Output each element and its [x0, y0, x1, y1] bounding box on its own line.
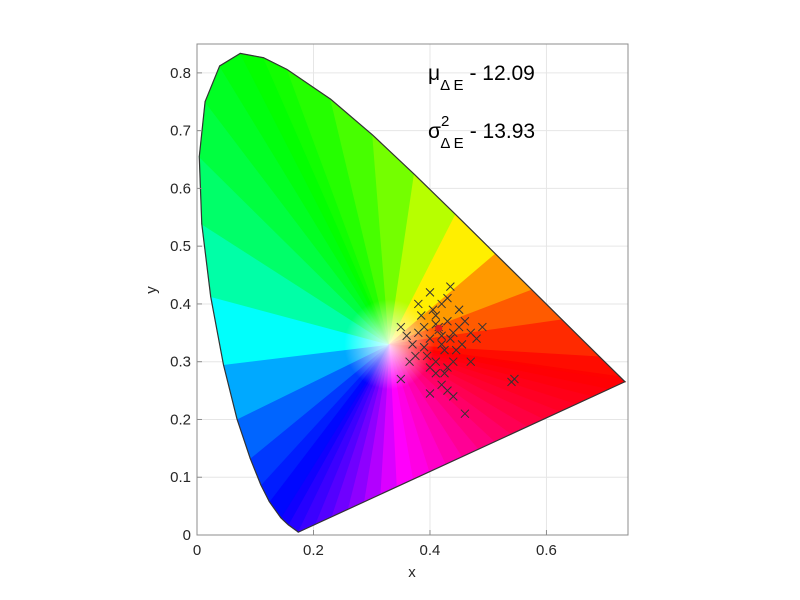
- data-point: [431, 311, 441, 320]
- annotation-subscript: Δ E: [440, 135, 463, 152]
- data-point: [446, 334, 455, 343]
- axes-box: [196, 43, 629, 536]
- data-point: [460, 316, 470, 326]
- data-point: [408, 340, 417, 349]
- y-tick-label: 0.2: [170, 411, 191, 428]
- marks: [396, 282, 519, 419]
- data-point: [466, 357, 476, 367]
- data-point: [440, 368, 449, 378]
- gamut: [198, 52, 627, 533]
- ticks: 0 0.2 0.4 0.6 0 0.1 0.2 0.3 0.4 0.5 0.6 0.7 0.8: [170, 65, 557, 559]
- y-tick-label: 0.7: [170, 123, 191, 140]
- y-axis-label: y: [143, 286, 160, 294]
- data-point: [472, 334, 481, 343]
- data-point: [416, 311, 426, 320]
- data-point: [425, 334, 435, 343]
- y-tick-label: 0.1: [170, 469, 191, 486]
- data-point: [425, 288, 435, 297]
- data-point: [448, 357, 458, 367]
- data-point: [437, 331, 446, 341]
- y-tick-label: 0: [183, 527, 191, 544]
- data-point: [396, 374, 406, 384]
- x-axis-label: x: [408, 564, 416, 581]
- data-point: [457, 340, 467, 349]
- data-point: [396, 322, 406, 332]
- data-point: [425, 389, 435, 398]
- data-point: [405, 357, 414, 367]
- x-tick-label: 0.4: [420, 542, 441, 559]
- x-tick-label: 0.6: [536, 542, 557, 559]
- x-tick-label: 0.2: [303, 542, 324, 559]
- data-point: [443, 293, 452, 303]
- y-tick-label: 0.5: [170, 238, 191, 255]
- spectral-locus: [198, 52, 626, 533]
- data-point: [478, 322, 487, 332]
- data-point: [431, 368, 441, 378]
- annotation-text: - 12.09: [469, 62, 534, 85]
- data-point: [419, 342, 429, 352]
- y-tick-label: 0.3: [170, 354, 191, 371]
- data-point: [443, 386, 452, 395]
- annotation-symbol: μ: [428, 62, 440, 85]
- annotation: σ2 Δ E - 13.93: [428, 113, 535, 152]
- white-point-glow: [344, 299, 435, 390]
- data-point: [440, 345, 449, 355]
- annotation-symbol: σ: [428, 120, 441, 143]
- annotation-text: - 13.93: [470, 120, 535, 143]
- data-point: [443, 316, 452, 326]
- data-point: [422, 351, 432, 361]
- data-point: [446, 282, 455, 291]
- data-point: [437, 340, 446, 349]
- y-tick-label: 0.4: [170, 296, 191, 313]
- mean-point: [435, 324, 443, 332]
- annotation-superscript: 2: [441, 113, 449, 130]
- annotation: μΔ E - 12.09: [428, 62, 535, 94]
- data-point: [510, 374, 519, 384]
- x-tick-label: 0: [193, 542, 201, 559]
- data-point: [413, 299, 423, 309]
- y-tick-label: 0.6: [170, 180, 191, 197]
- data-point: [460, 409, 470, 419]
- data-point: [402, 331, 412, 341]
- data-point: [454, 305, 464, 315]
- y-tick-label: 0.8: [170, 65, 191, 82]
- data-point: [428, 305, 438, 315]
- data-point: [413, 328, 423, 338]
- annotation-subscript: Δ E: [440, 77, 463, 94]
